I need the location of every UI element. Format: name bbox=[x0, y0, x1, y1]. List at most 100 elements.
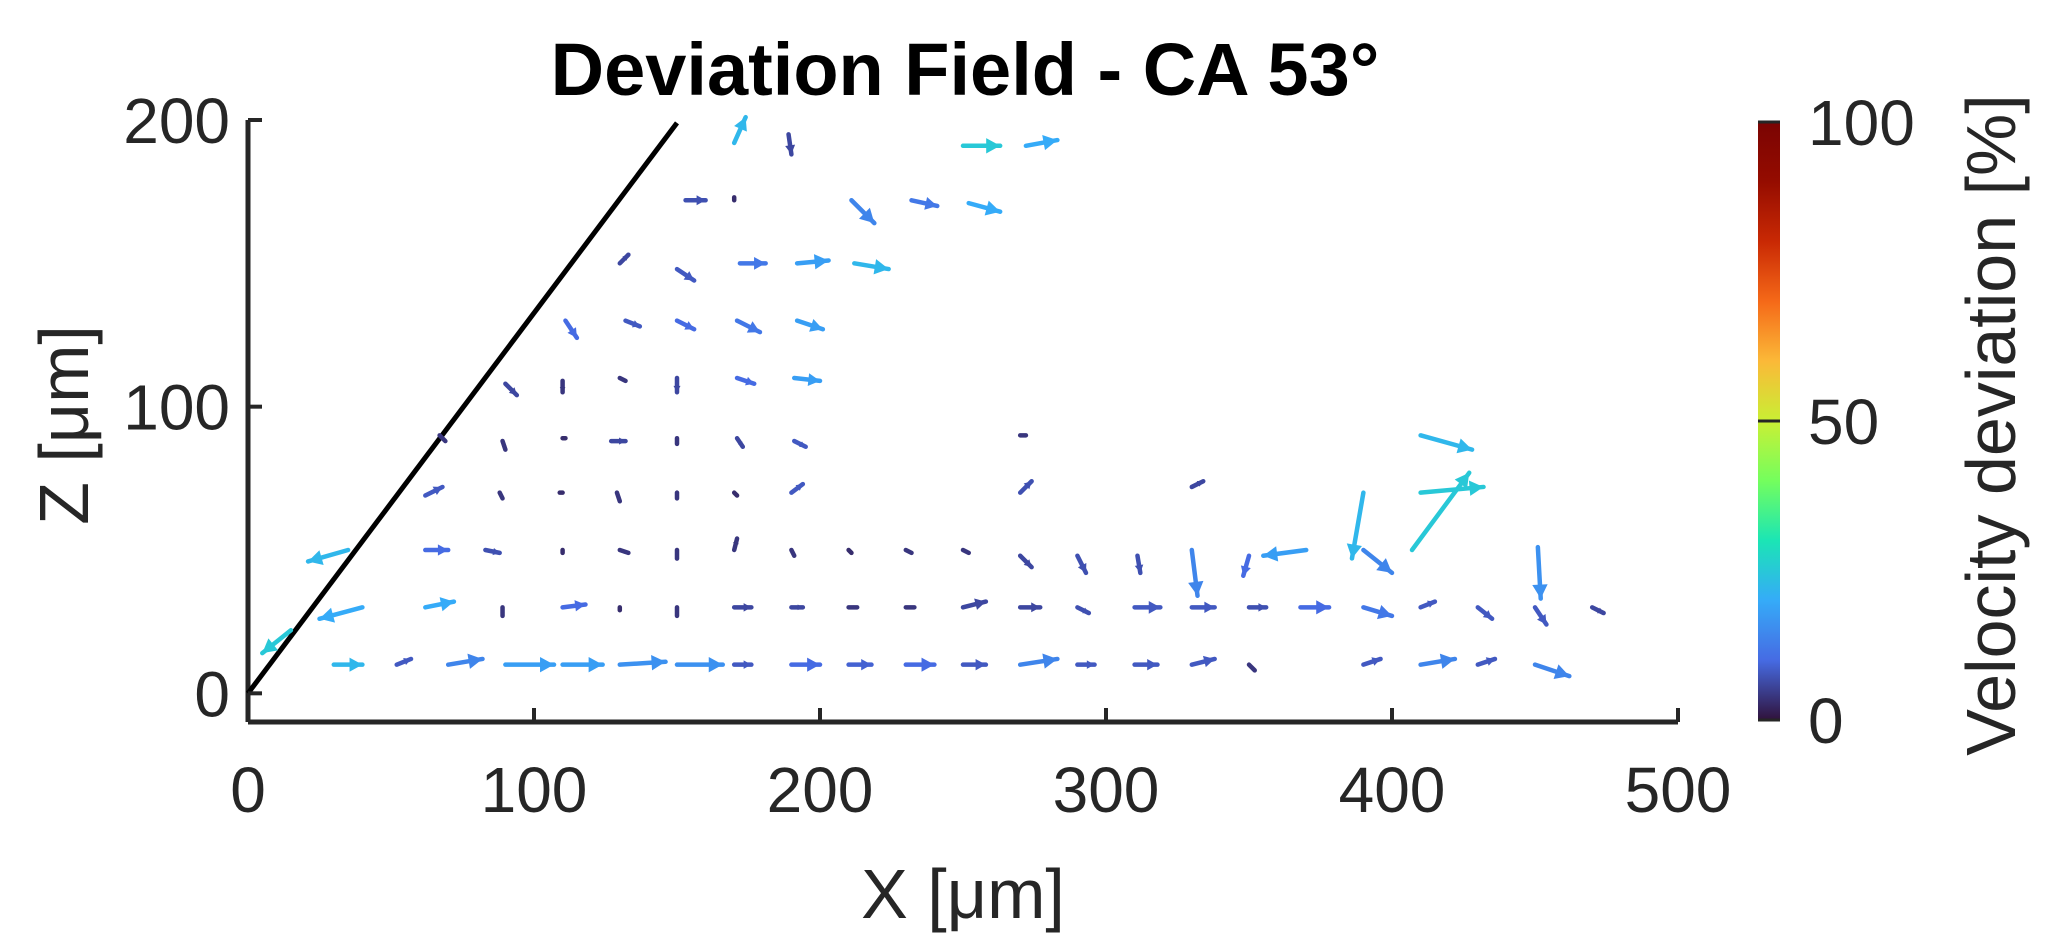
vector-arrow bbox=[903, 547, 914, 556]
vector-arrow bbox=[683, 195, 708, 206]
vector-arrow bbox=[1017, 478, 1034, 495]
vector-arrow bbox=[1246, 603, 1269, 612]
vector-arrow bbox=[1361, 604, 1395, 620]
vector-arrow bbox=[608, 437, 628, 445]
vector-arrow bbox=[1132, 659, 1160, 671]
vector-arrow bbox=[674, 605, 680, 619]
vector-arrow bbox=[1240, 553, 1252, 579]
vector-arrow bbox=[1023, 135, 1060, 151]
vector-arrow bbox=[1189, 655, 1217, 668]
colorbar-tick-label: 100 bbox=[1808, 87, 1915, 159]
vector-arrow bbox=[483, 547, 502, 556]
vector-arrow bbox=[1298, 600, 1332, 615]
vector-arrow bbox=[617, 252, 631, 266]
vector-arrow bbox=[617, 547, 631, 556]
vector-arrow bbox=[734, 435, 746, 450]
vector-arrow bbox=[1418, 599, 1438, 610]
x-tick-label: 500 bbox=[1625, 754, 1732, 826]
x-tick-label: 0 bbox=[230, 754, 266, 826]
vector-arrow bbox=[673, 375, 681, 395]
vector-arrow bbox=[617, 654, 668, 671]
vector-arrow bbox=[731, 603, 754, 612]
y-tick-label: 100 bbox=[123, 372, 230, 444]
vector-arrow bbox=[1361, 656, 1383, 667]
vector-arrow bbox=[846, 659, 874, 671]
vector-arrow bbox=[497, 490, 505, 501]
vector-arrow bbox=[563, 318, 580, 341]
vector-arrow bbox=[1409, 470, 1472, 553]
vector-arrow bbox=[789, 604, 806, 611]
colorbar: 0 50 100 Velocity deviation [%] bbox=[1758, 87, 2030, 757]
vector-arrow bbox=[960, 547, 971, 556]
vector-arrow bbox=[789, 547, 797, 558]
vector-arrow bbox=[1017, 433, 1029, 438]
vector-arrow bbox=[1246, 662, 1257, 673]
vector-arrow bbox=[1418, 433, 1475, 454]
vector-arrow bbox=[789, 481, 806, 495]
vector-arrow bbox=[1134, 553, 1144, 576]
vector-arrow bbox=[731, 536, 740, 553]
vector-arrow bbox=[785, 132, 796, 157]
vector-arrow bbox=[331, 657, 365, 672]
vector-arrow bbox=[1189, 601, 1217, 613]
vector-arrow bbox=[674, 656, 726, 673]
colorbar-tick-label: 50 bbox=[1808, 386, 1879, 458]
vector-arrow bbox=[437, 433, 448, 444]
vector-arrow bbox=[794, 254, 831, 270]
vector-arrow bbox=[1132, 600, 1163, 614]
vector-arrow bbox=[560, 656, 605, 673]
vector-arrow bbox=[960, 598, 989, 610]
vector-arrow bbox=[794, 318, 826, 332]
vector-arrow bbox=[1075, 660, 1097, 669]
colorbar-ticks: 0 50 100 bbox=[1758, 87, 1915, 757]
vector-arrow bbox=[1532, 662, 1572, 679]
x-tick-label: 200 bbox=[767, 754, 874, 826]
x-axis-label: X [μm] bbox=[861, 855, 1065, 933]
vector-arrow bbox=[731, 114, 748, 146]
y-axis-label: Z [μm] bbox=[25, 325, 103, 525]
vector-arrow bbox=[1346, 490, 1366, 561]
vector-arrow bbox=[1532, 605, 1549, 627]
colorbar-label: Velocity deviation [%] bbox=[1952, 94, 2030, 755]
vector-arrow bbox=[423, 544, 451, 556]
vector-arrow bbox=[674, 266, 697, 283]
y-tick-label: 0 bbox=[194, 658, 230, 730]
vector-arrow bbox=[1361, 547, 1395, 576]
vector-arrow bbox=[503, 381, 520, 398]
vector-arrow bbox=[614, 490, 623, 504]
vector-arrow bbox=[1475, 656, 1498, 667]
vector-arrow bbox=[852, 259, 891, 275]
plot-area bbox=[245, 114, 1678, 725]
vector-arrow bbox=[1418, 653, 1458, 669]
vector-arrow bbox=[966, 200, 1003, 216]
vector-arrow bbox=[846, 547, 854, 556]
x-axis-ticks: 0 100 200 300 400 500 bbox=[230, 708, 1731, 826]
vector-arrow bbox=[423, 484, 445, 498]
vector-arrow bbox=[1589, 605, 1606, 616]
vector-arrow bbox=[674, 547, 680, 561]
vector-arrow bbox=[1017, 653, 1060, 669]
vector-arrow bbox=[960, 138, 1003, 154]
vector-arrow bbox=[260, 628, 294, 656]
vector-arrow bbox=[617, 375, 628, 384]
vector-field bbox=[260, 114, 1606, 679]
x-tick-label: 100 bbox=[481, 754, 588, 826]
vector-arrow bbox=[1017, 602, 1043, 613]
vector-arrow bbox=[674, 318, 697, 332]
vector-arrow bbox=[1189, 478, 1206, 490]
vector-arrow bbox=[789, 657, 823, 672]
vector-arrow bbox=[503, 656, 557, 673]
vector-arrow bbox=[1475, 605, 1495, 622]
colorbar-tick-label: 0 bbox=[1808, 685, 1844, 757]
vector-arrow bbox=[305, 547, 351, 565]
y-tick-label: 200 bbox=[123, 85, 230, 157]
vector-arrow bbox=[903, 657, 937, 672]
vector-arrow bbox=[445, 653, 485, 669]
x-tick-label: 300 bbox=[1053, 754, 1160, 826]
vector-arrow bbox=[559, 378, 566, 395]
vector-arrow bbox=[792, 438, 808, 450]
contact-line bbox=[246, 121, 679, 695]
vector-arrow bbox=[674, 435, 680, 447]
vector-arrow bbox=[734, 318, 763, 335]
